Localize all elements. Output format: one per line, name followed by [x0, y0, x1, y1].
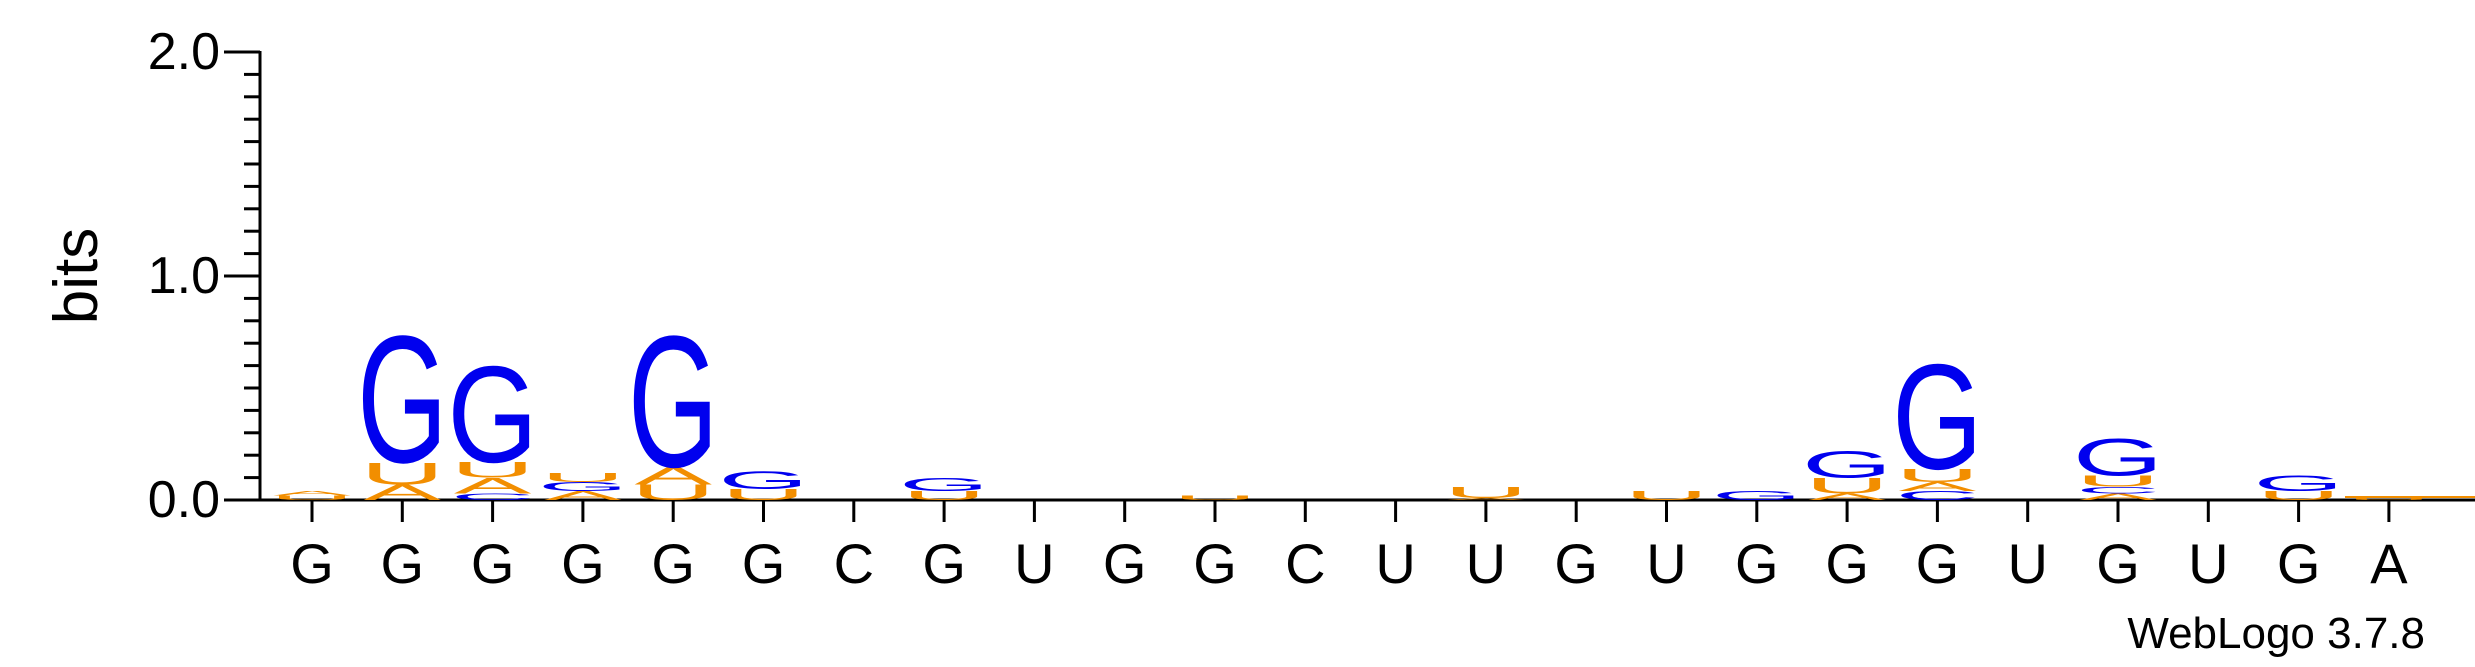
logo-glyph-c: C — [451, 492, 535, 502]
x-tick-label: G — [381, 532, 425, 595]
logo-glyph-c: C — [2076, 485, 2160, 495]
logo-glyph-u: U — [360, 456, 444, 491]
x-tick-label: G — [1825, 532, 1869, 595]
logo-glyph-a: A — [454, 473, 532, 498]
x-tick-label: A — [2370, 532, 2408, 595]
logo-glyph-u: U — [722, 486, 806, 504]
logo-glyph-g: G — [538, 480, 628, 494]
logo-glyph-u: U — [1444, 484, 1528, 502]
x-tick-label: G — [2277, 532, 2321, 595]
logo-glyph-u: U — [902, 489, 986, 503]
x-tick-label: G — [651, 532, 695, 595]
logo-glyph-a: A — [1899, 480, 1977, 494]
x-tick-label: G — [290, 532, 334, 595]
x-tick-label: G — [1916, 532, 1960, 595]
y-tick-label: 1.0 — [148, 247, 220, 305]
logo-glyph-g: G — [2073, 428, 2163, 487]
logo-glyph-u: U — [541, 471, 625, 485]
logo-glyph-a: A — [2079, 492, 2157, 502]
logo-glyph-a: A — [1447, 497, 1525, 500]
x-tick-label: U — [1646, 532, 1686, 595]
logo-glyph-u: U — [1625, 489, 1709, 503]
x-tick-label: U — [1014, 532, 1054, 595]
logo-glyph-g: G — [718, 466, 808, 494]
logo-glyph-g: G — [1892, 333, 1982, 501]
logo-glyph-g: G — [357, 299, 447, 501]
logo-glyph-a: A — [273, 490, 351, 497]
x-tick-label: G — [1554, 532, 1598, 595]
logo-glyph-u: U — [1173, 494, 1257, 501]
x-tick-label: G — [1735, 532, 1779, 595]
logo-glyph-a: A — [544, 489, 622, 503]
x-tick-label: G — [471, 532, 515, 595]
logo-glyph-u: U — [451, 458, 535, 483]
logo-glyph-g: G — [447, 338, 537, 491]
x-tick-label: U — [1375, 532, 1415, 595]
y-axis: 0.0 1.0 2.0 — [148, 23, 262, 529]
logo-glyph-g: G — [2253, 471, 2343, 496]
logo-glyph-c: C — [1895, 489, 1979, 503]
x-tick-label: G — [561, 532, 605, 595]
logo-glyph-u: U — [1805, 473, 1889, 498]
x-tick-label: G — [922, 532, 966, 595]
logo-glyph-u: U — [270, 494, 354, 501]
x-tick-label: U — [1466, 532, 1506, 595]
logo-glyph-u: U — [2076, 472, 2160, 490]
x-tick-label: C — [834, 532, 874, 595]
y-axis-label: bits — [42, 228, 111, 324]
weblogo-credit: WebLogo 3.7.8 — [2127, 609, 2425, 658]
y-tick-label: 2.0 — [148, 23, 220, 81]
logo-glyph-u: U — [2347, 497, 2431, 500]
x-tick-label: G — [2096, 532, 2140, 595]
logo-glyph-u: U — [1895, 465, 1979, 486]
logo-glyph-u: U — [631, 480, 715, 505]
x-tick-label: G — [1103, 532, 1147, 595]
logo-glyph-g: G — [628, 298, 718, 507]
x-tick-label: U — [2007, 532, 2047, 595]
x-tick-label: U — [2188, 532, 2228, 595]
logo-glyph-g: G — [1712, 489, 1802, 503]
logo-glyph-g: G — [1802, 444, 1892, 486]
y-tick-label: 0.0 — [148, 471, 220, 529]
x-tick-label: G — [742, 532, 786, 595]
logo-glyph-u: U — [2257, 489, 2341, 503]
x-tick-label: C — [1285, 532, 1325, 595]
logo-glyph-a: A — [1808, 492, 1886, 502]
logo-glyph-a: A — [364, 480, 442, 505]
logo-glyph-g: G — [899, 474, 989, 495]
x-tick-label: G — [1193, 532, 1237, 595]
logo-glyph-a: A — [634, 462, 712, 490]
